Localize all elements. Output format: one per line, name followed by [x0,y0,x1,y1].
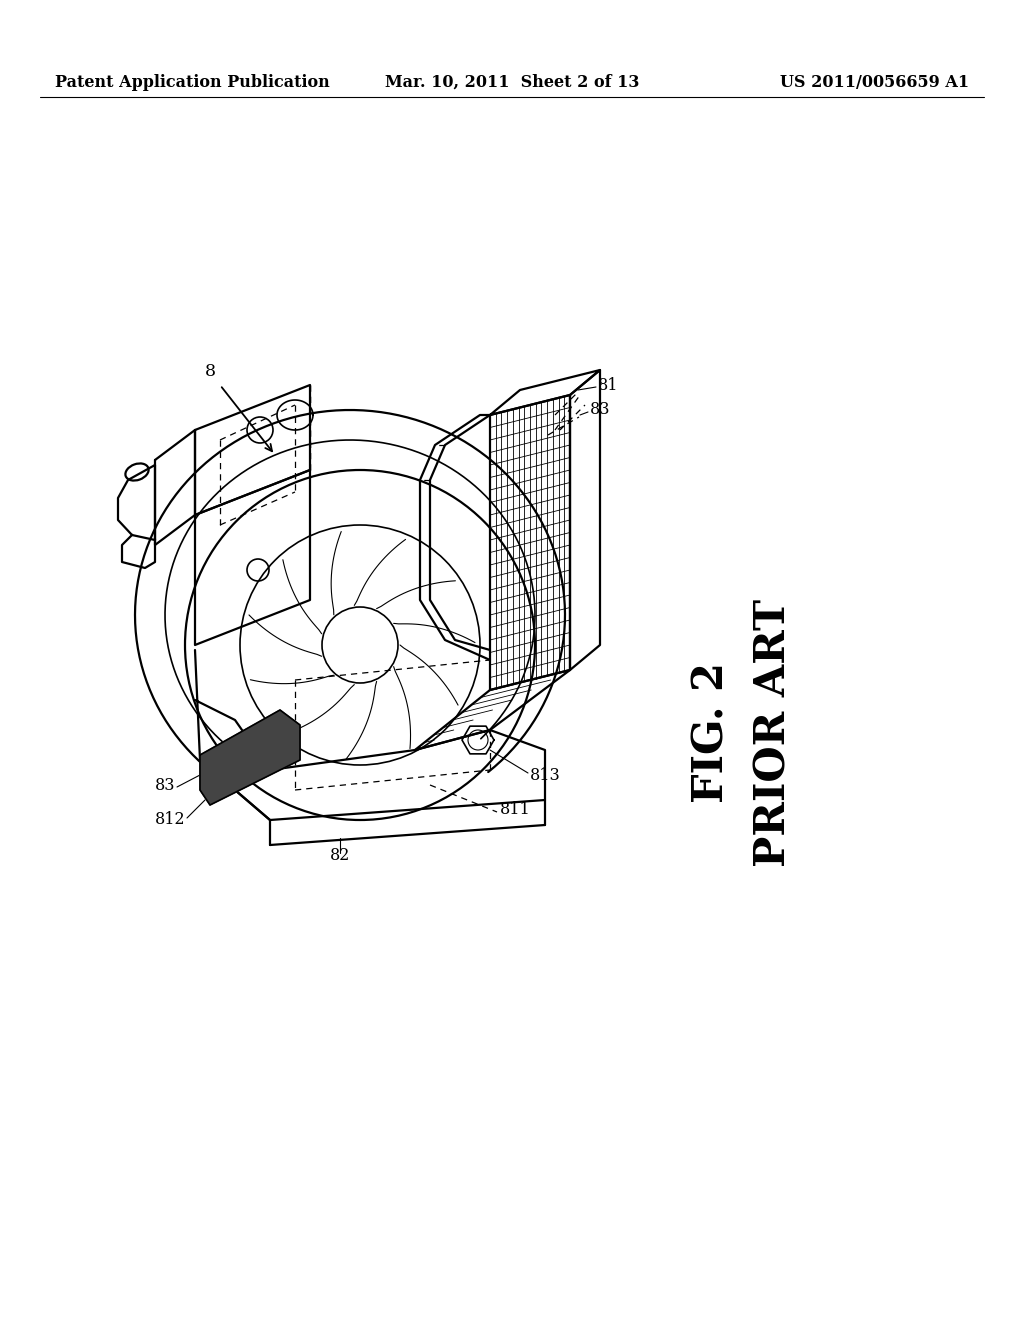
Text: US 2011/0056659 A1: US 2011/0056659 A1 [780,74,969,91]
Text: 812: 812 [155,812,185,829]
Text: 8: 8 [205,363,215,380]
Text: 813: 813 [530,767,561,784]
Text: PRIOR ART: PRIOR ART [752,598,795,867]
Text: 82: 82 [330,846,350,863]
Text: 83: 83 [155,776,175,793]
Text: 81: 81 [598,376,618,393]
Polygon shape [200,710,300,805]
Text: 83: 83 [590,401,610,418]
Text: Patent Application Publication: Patent Application Publication [55,74,330,91]
Text: FIG. 2: FIG. 2 [690,663,733,803]
Text: Mar. 10, 2011  Sheet 2 of 13: Mar. 10, 2011 Sheet 2 of 13 [385,74,639,91]
Text: 811: 811 [500,801,530,818]
